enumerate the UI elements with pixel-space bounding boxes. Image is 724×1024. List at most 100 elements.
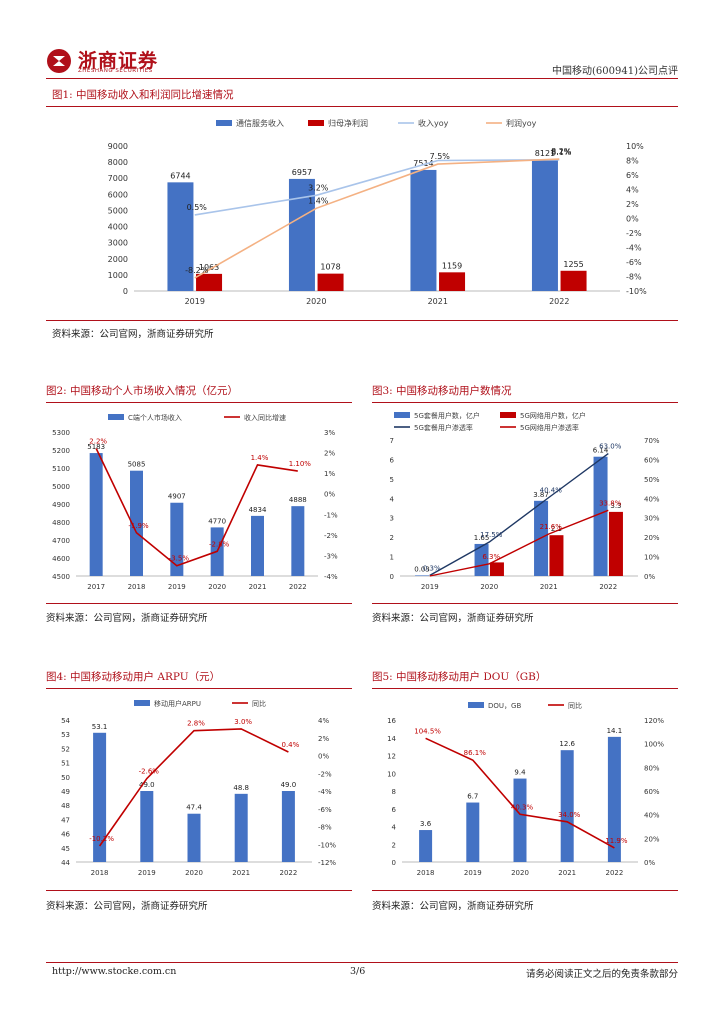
y2-tick-label: 2%: [318, 735, 329, 743]
y-tick-label: 7000: [108, 174, 128, 183]
line-data-label: 40.3%: [511, 803, 534, 811]
bar: [513, 778, 527, 862]
x-tick-label: 2018: [417, 869, 435, 877]
y2-tick-label: 2%: [626, 200, 639, 209]
bar-data-label: 5085: [128, 461, 146, 469]
series-line: [429, 453, 609, 577]
y2-tick-label: 30%: [644, 515, 660, 523]
y-tick-label: 6: [390, 456, 395, 464]
figure-3-bottom-rule: [372, 603, 678, 604]
y-tick-label: 4800: [52, 519, 70, 527]
bar: [419, 830, 433, 862]
y-tick-label: 4600: [52, 555, 70, 563]
x-tick-label: 2021: [540, 583, 558, 591]
x-tick-label: 2022: [599, 583, 617, 591]
brand-logo-text: 浙商证券: [78, 50, 159, 72]
figure-5-source: 资料来源：公司官网，浙商证券研究所: [372, 901, 534, 912]
x-tick-label: 2022: [605, 869, 623, 877]
legend-swatch: [308, 120, 324, 126]
y2-tick-label: 3%: [324, 429, 335, 437]
bar: [291, 506, 305, 576]
y-tick-label: 3: [390, 515, 394, 523]
legend-label: 归母净利润: [328, 118, 368, 128]
legend-swatch: [216, 120, 232, 126]
figure-3-chart: 0 1 2 3 4 5 6 7 0% 10% 20% 30% 40% 50% 60% 70% 2019 2020 2…: [372, 406, 678, 596]
line-data-label: 0.4%: [282, 741, 300, 749]
legend-label: 5G网络用户数，亿户: [520, 411, 586, 420]
bar-data-label: 1255: [563, 260, 583, 269]
y-tick-label: 50: [61, 774, 70, 782]
legend-swatch: [500, 412, 516, 418]
y2-tick-label: 60%: [644, 788, 660, 796]
footer-url-link[interactable]: http://www.stocke.com.cn: [52, 966, 177, 977]
figure-5-chart: 0 2 4 6 8 10 12 14 16 0% 20% 40% 60% 80% 100% 120% 2018 2…: [372, 692, 678, 882]
y2-tick-label: 10%: [626, 142, 644, 151]
y2-tick-label: 4%: [626, 186, 639, 195]
bar-data-label: 4834: [249, 506, 267, 514]
bar: [130, 470, 143, 576]
y-tick-label: 5: [390, 476, 394, 484]
bar: [474, 543, 489, 576]
legend-label: 同比: [568, 701, 582, 710]
y2-tick-label: 2%: [324, 450, 335, 458]
bar: [93, 732, 107, 862]
y2-tick-label: 20%: [644, 534, 660, 542]
y-tick-label: 4900: [52, 501, 70, 509]
y2-tick-label: -3%: [324, 552, 338, 560]
x-tick-label: 2018: [91, 869, 109, 877]
bar-data-label: 6957: [292, 168, 312, 177]
figure-3-title: 图3: 中国移动移动用户数情况: [372, 385, 512, 397]
figure-1-chart: 0 1000 2000 3000 4000 5000 6000 7000 8000 9000 -10…: [46, 110, 678, 315]
bar: [140, 791, 154, 862]
chart-5-svg: 0 2 4 6 8 10 12 14 16 0% 20% 40% 60% 80% 100% 120% 2018 2…: [387, 701, 664, 877]
x-tick-label: 2020: [511, 869, 529, 877]
y2-tick-label: 40%: [644, 495, 660, 503]
y2-tick-label: 0%: [324, 491, 335, 499]
x-tick-label: 2017: [87, 583, 105, 591]
legend-label: C端个人市场收入: [128, 413, 182, 422]
y-tick-label: 4500: [52, 573, 70, 581]
bar: [608, 511, 623, 576]
bar: [196, 273, 223, 291]
bar: [489, 562, 504, 576]
y-tick-label: 4: [392, 824, 397, 832]
x-tick-label: 2021: [428, 297, 448, 306]
legend-label: 利润yoy: [506, 118, 537, 128]
figure-3-title-rule: [372, 402, 678, 403]
line-data-label: 2.8%: [187, 720, 205, 728]
line-data-label: 6.3%: [482, 553, 500, 561]
series-line: [98, 728, 289, 847]
line-data-label: 11.9%: [605, 837, 628, 845]
y-tick-label: 2000: [108, 255, 128, 264]
x-tick-label: 2019: [464, 869, 482, 877]
bar-data-label: 1159: [442, 261, 462, 270]
report-title: 中国移动(600941)公司点评: [552, 66, 678, 77]
x-tick-label: 2019: [421, 583, 439, 591]
line-data-label: 63.0%: [599, 443, 622, 451]
line-data-label: 104.5%: [414, 727, 441, 735]
bar: [607, 736, 621, 862]
figure-4-chart: 44 45 46 47 48 49 50 51 52 53 54 -12% -10% -8% -6% -4% -…: [46, 692, 352, 882]
bar-data-label: 6744: [170, 171, 190, 180]
bar-data-label: 4770: [208, 517, 226, 525]
line-data-label: -2.6%: [139, 768, 160, 776]
y-tick-label: 5100: [52, 465, 70, 473]
x-tick-label: 2021: [558, 869, 576, 877]
bar: [560, 270, 587, 291]
figure-5-title-rule: [372, 688, 678, 689]
bar-data-label: 47.4: [186, 804, 202, 812]
y2-tick-label: -2%: [324, 532, 338, 540]
line-data-label: 7.5%: [430, 152, 451, 161]
y-tick-label: 2: [390, 534, 394, 542]
bar-data-label: 8121: [535, 149, 555, 158]
y-tick-label: 46: [61, 831, 70, 839]
figure-5-title: 图5: 中国移动移动用户 DOU（GB）: [372, 671, 547, 683]
bar: [439, 272, 466, 291]
figure-2-title: 图2: 中国移动个人市场收入情况（亿元）: [46, 385, 239, 397]
line-data-label: 1.4%: [308, 196, 329, 205]
series-line: [425, 737, 615, 849]
bar: [593, 456, 608, 576]
y2-tick-label: 6%: [626, 171, 639, 180]
x-tick-label: 2020: [208, 583, 226, 591]
series-line: [429, 509, 609, 577]
